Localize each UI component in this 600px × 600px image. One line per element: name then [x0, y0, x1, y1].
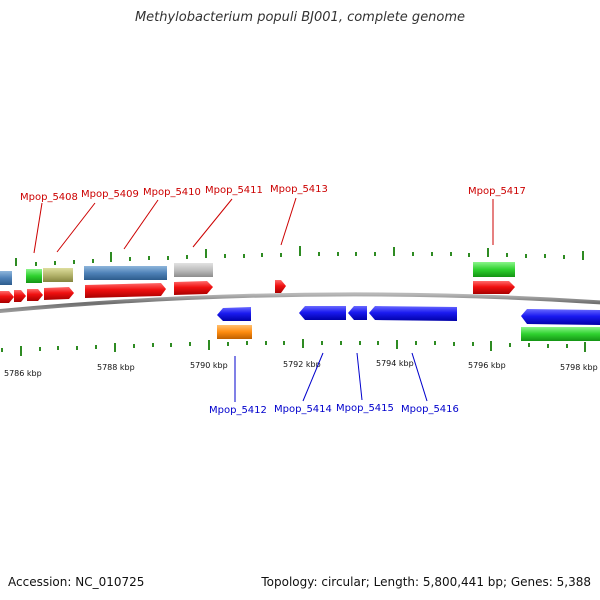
label-leader-line [302, 352, 324, 402]
forward-gene-arrow[interactable] [275, 280, 286, 293]
forward-gene-arrow[interactable] [14, 290, 26, 302]
gene-label-top[interactable]: Mpop_5411 [205, 185, 263, 196]
reverse-strand-genes [217, 306, 600, 325]
map-title: Methylobacterium populi BJ001, complete … [134, 10, 466, 25]
label-leader-line [411, 352, 428, 402]
scale-label: 5794 kbp [376, 359, 414, 368]
forward-strand-genes [0, 280, 515, 303]
lower-tick-row [1, 339, 586, 356]
feature-box[interactable] [521, 327, 600, 341]
label-leader-line [356, 352, 363, 401]
label-leader-line [280, 197, 297, 246]
scale-label: 5796 kbp [468, 361, 506, 370]
forward-gene-arrow[interactable] [473, 281, 515, 294]
reverse-gene-arrow[interactable] [299, 306, 346, 320]
genome-backbone [0, 292, 600, 314]
gene-label-bottom[interactable]: Mpop_5416 [401, 404, 459, 415]
bottom-gene-labels: Mpop_5412 Mpop_5414 Mpop_5415 Mpop_5416 [209, 352, 459, 416]
genome-summary-text: Topology: circular; Length: 5,800,441 bp… [261, 575, 591, 589]
gene-label-top[interactable]: Mpop_5413 [270, 184, 328, 195]
label-leader-line [192, 198, 233, 248]
gene-label-top[interactable]: Mpop_5417 [468, 186, 526, 197]
gene-label-bottom[interactable]: Mpop_5415 [336, 403, 394, 414]
reverse-gene-arrow[interactable] [521, 309, 600, 325]
scale-label: 5786 kbp [4, 369, 42, 378]
lower-feature-row [217, 325, 600, 341]
forward-gene-arrow[interactable] [27, 289, 43, 301]
feature-box[interactable] [217, 325, 252, 339]
forward-gene-arrow[interactable] [174, 281, 213, 295]
label-leader-line [33, 202, 43, 254]
feature-box[interactable] [26, 269, 42, 283]
feature-box[interactable] [0, 271, 12, 285]
forward-gene-arrow[interactable] [0, 291, 14, 303]
top-gene-labels: Mpop_5408 Mpop_5409 Mpop_5410 Mpop_5411 … [20, 184, 526, 254]
scale-label: 5792 kbp [283, 360, 321, 369]
gene-label-top[interactable]: Mpop_5409 [81, 189, 139, 200]
accession-text: Accession: NC_010725 [8, 575, 145, 589]
gene-label-top[interactable]: Mpop_5410 [143, 187, 201, 198]
gene-label-bottom[interactable]: Mpop_5412 [209, 405, 267, 416]
label-leader-line [56, 202, 96, 253]
upper-tick-row [15, 246, 584, 266]
forward-gene-arrow[interactable] [44, 287, 74, 300]
gene-label-top[interactable]: Mpop_5408 [20, 192, 78, 203]
feature-box[interactable] [84, 266, 167, 280]
reverse-gene-arrow[interactable] [217, 307, 251, 321]
scale-label: 5788 kbp [97, 363, 135, 372]
scale-label: 5790 kbp [190, 361, 228, 370]
gene-label-bottom[interactable]: Mpop_5414 [274, 404, 332, 415]
upper-feature-row [0, 262, 515, 285]
reverse-gene-arrow[interactable] [348, 306, 367, 320]
feature-box[interactable] [43, 268, 73, 282]
feature-box[interactable] [174, 263, 213, 277]
reverse-gene-arrow[interactable] [369, 306, 457, 321]
label-leader-line [123, 199, 159, 250]
forward-gene-arrow[interactable] [85, 283, 166, 298]
scale-label: 5798 kbp [560, 363, 598, 372]
feature-box[interactable] [473, 262, 515, 277]
